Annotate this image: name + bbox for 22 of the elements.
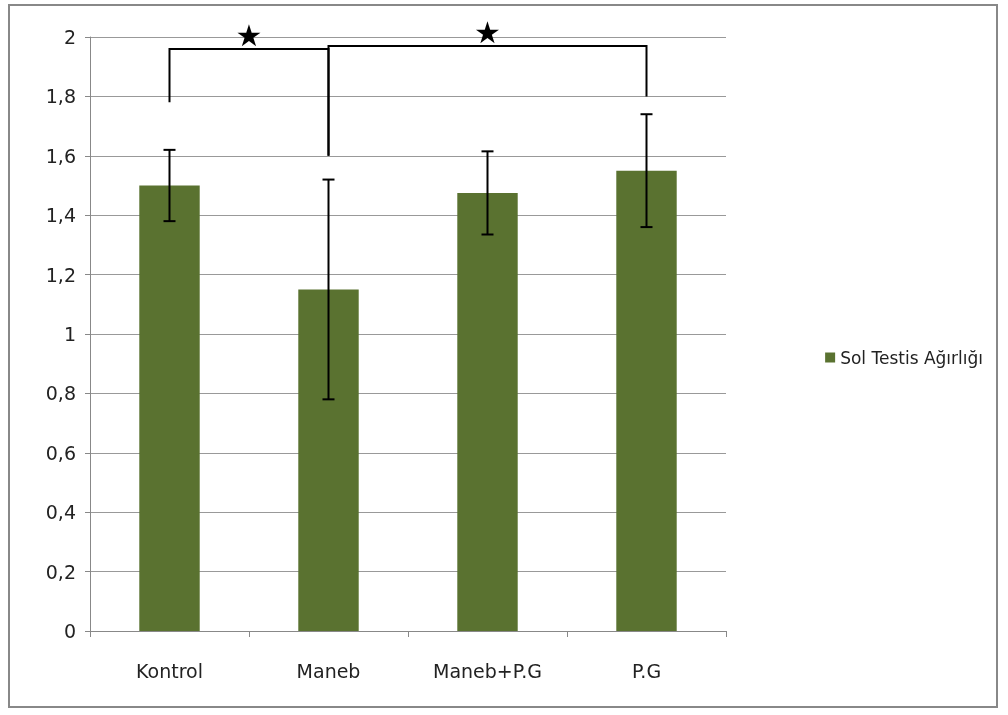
y-tick-label: 1,2 xyxy=(45,263,76,286)
y-tick-label: 2 xyxy=(63,26,76,48)
annotation: ★ xyxy=(235,17,263,53)
bar xyxy=(457,192,518,631)
x-tick-label: P.G xyxy=(631,659,662,682)
x-tick-label: Maneb xyxy=(296,659,361,682)
legend-label: Sol Testis Ağırlığı xyxy=(840,347,983,368)
y-tick-label: 1,8 xyxy=(45,85,76,108)
y-tick-label: 0,4 xyxy=(45,501,76,524)
y-tick-label: 1,6 xyxy=(45,144,76,167)
x-tick-label: Maneb+P.G xyxy=(432,659,543,682)
y-tick-label: 1,4 xyxy=(45,204,76,227)
y-tick-label: 1 xyxy=(63,323,76,345)
bar xyxy=(616,170,677,631)
y-tick-label: 0 xyxy=(63,620,76,642)
x-tick-label: Kontrol xyxy=(136,659,203,682)
y-tick-label: 0,8 xyxy=(45,382,76,405)
y-tick-label: 0,2 xyxy=(45,560,76,583)
bar xyxy=(298,289,359,631)
bar xyxy=(139,185,200,631)
annotation: ★ xyxy=(474,14,501,50)
y-tick-label: 0,6 xyxy=(45,441,76,464)
